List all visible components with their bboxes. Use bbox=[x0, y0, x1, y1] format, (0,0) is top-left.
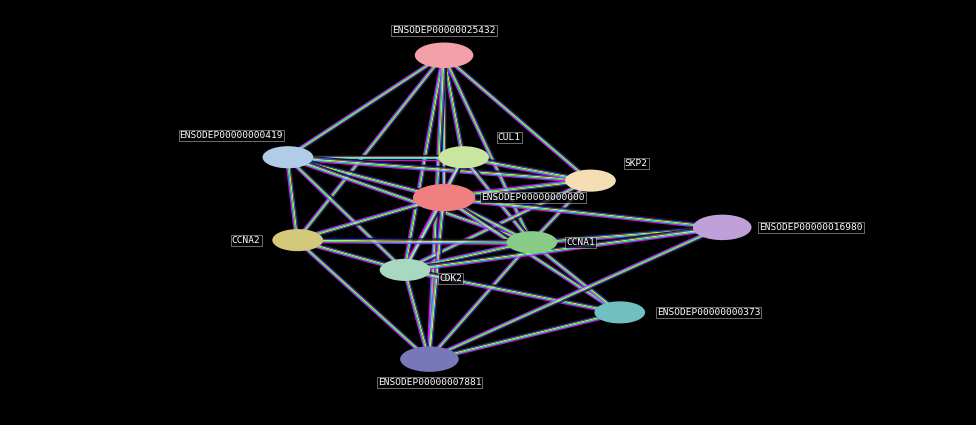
Text: CCNA2: CCNA2 bbox=[232, 235, 261, 245]
Text: ENSODEP00000000373: ENSODEP00000000373 bbox=[657, 308, 760, 317]
Circle shape bbox=[400, 346, 459, 372]
Circle shape bbox=[565, 170, 616, 192]
Text: ENSODEP00000025432: ENSODEP00000025432 bbox=[392, 26, 496, 35]
Circle shape bbox=[380, 259, 430, 281]
Circle shape bbox=[438, 146, 489, 168]
Text: ENSODEP00000007881: ENSODEP00000007881 bbox=[378, 378, 481, 387]
Text: CDK2: CDK2 bbox=[439, 274, 463, 283]
Text: CUL1: CUL1 bbox=[498, 133, 521, 142]
Text: ENSODEP00000000419: ENSODEP00000000419 bbox=[180, 131, 283, 140]
Text: SKP2: SKP2 bbox=[625, 159, 648, 168]
Circle shape bbox=[693, 215, 752, 240]
Circle shape bbox=[263, 146, 313, 168]
Circle shape bbox=[272, 229, 323, 251]
Text: ENSODEP00000000000: ENSODEP00000000000 bbox=[481, 193, 585, 202]
Circle shape bbox=[415, 42, 473, 68]
Text: ENSODEP00000016980: ENSODEP00000016980 bbox=[759, 223, 863, 232]
Text: CCNA1: CCNA1 bbox=[566, 238, 594, 247]
Circle shape bbox=[507, 231, 557, 253]
Circle shape bbox=[594, 301, 645, 323]
Circle shape bbox=[413, 184, 475, 211]
